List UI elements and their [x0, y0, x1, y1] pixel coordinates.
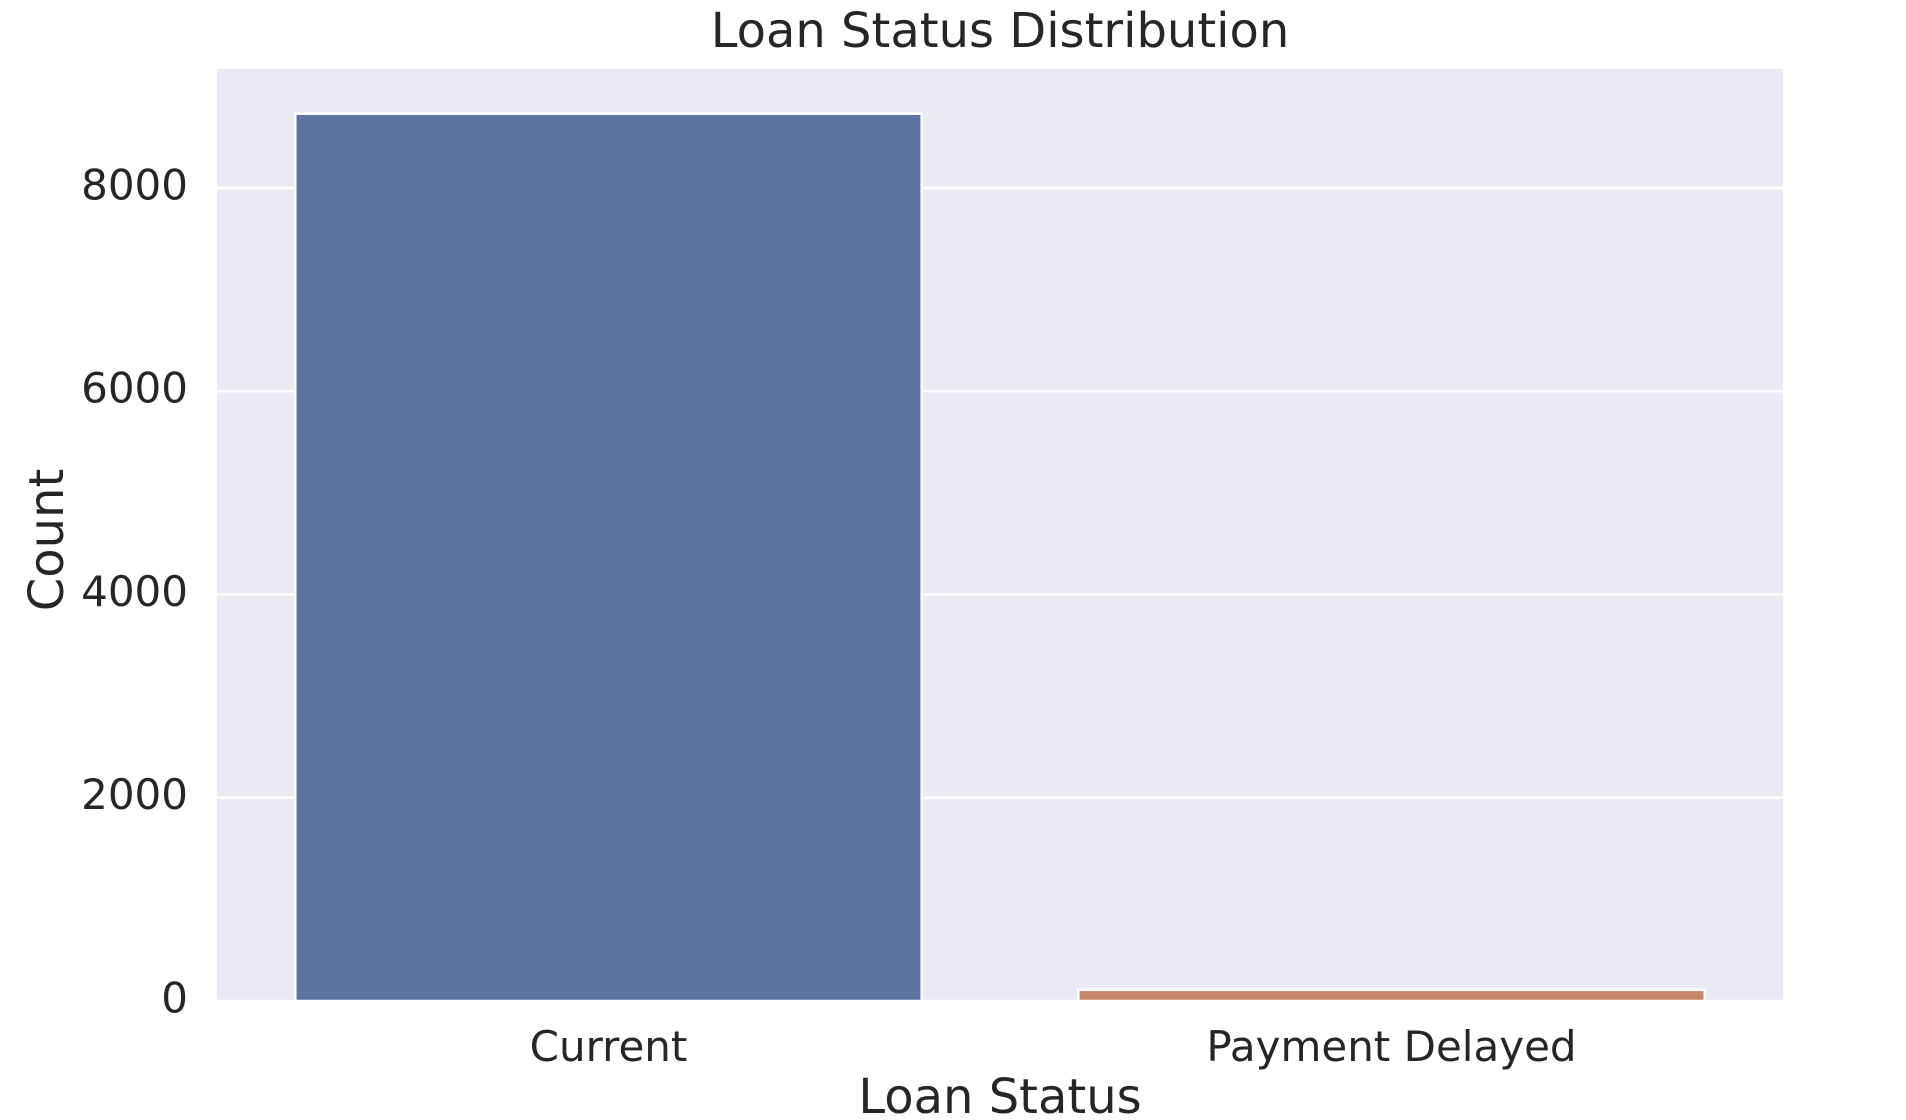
chart-title: Loan Status Distribution — [711, 3, 1290, 59]
x-tick-label: Current — [530, 1022, 688, 1071]
y-tick-label: 4000 — [81, 567, 188, 616]
y-axis-label: Count — [19, 469, 75, 612]
y-tick-label: 2000 — [81, 770, 188, 819]
bar-payment-delayed — [1077, 988, 1706, 1003]
bar-current — [294, 112, 923, 1003]
x-tick-labels: Current Payment Delayed — [530, 1022, 1577, 1071]
x-tick-label: Payment Delayed — [1206, 1022, 1576, 1071]
y-tick-labels: 0 2000 4000 6000 8000 — [81, 160, 188, 1022]
y-tick-label: 8000 — [81, 160, 188, 209]
bars — [294, 112, 1706, 1003]
y-tick-label: 6000 — [81, 364, 188, 413]
y-tick-label: 0 — [161, 974, 188, 1023]
x-axis-label: Loan Status — [858, 1069, 1141, 1120]
